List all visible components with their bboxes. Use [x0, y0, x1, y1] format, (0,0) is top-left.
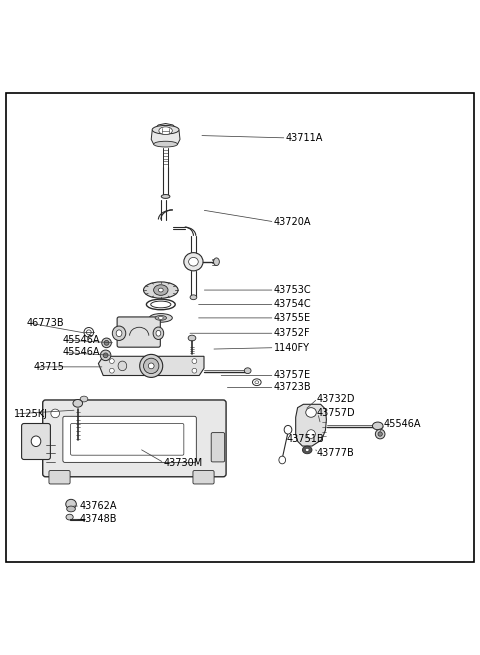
Ellipse shape — [184, 253, 203, 271]
Ellipse shape — [144, 358, 159, 373]
Ellipse shape — [155, 316, 167, 320]
Polygon shape — [98, 356, 204, 375]
Ellipse shape — [66, 499, 76, 509]
Ellipse shape — [151, 301, 171, 308]
Ellipse shape — [161, 195, 170, 198]
Ellipse shape — [192, 359, 197, 364]
Ellipse shape — [148, 363, 154, 369]
Ellipse shape — [375, 429, 385, 439]
Text: 1125KJ: 1125KJ — [14, 409, 48, 419]
Ellipse shape — [149, 314, 172, 322]
Text: 43777B: 43777B — [317, 448, 355, 458]
FancyBboxPatch shape — [211, 432, 225, 462]
Text: 1140FY: 1140FY — [274, 343, 310, 352]
Ellipse shape — [51, 409, 60, 418]
FancyBboxPatch shape — [22, 424, 50, 460]
Text: 43754C: 43754C — [274, 299, 311, 309]
FancyBboxPatch shape — [71, 424, 184, 455]
Text: 43762A: 43762A — [79, 501, 117, 511]
Ellipse shape — [189, 257, 198, 266]
Text: 45546A: 45546A — [384, 419, 421, 430]
Ellipse shape — [214, 258, 219, 265]
FancyBboxPatch shape — [43, 400, 226, 477]
Ellipse shape — [255, 381, 259, 384]
Text: 43723B: 43723B — [274, 383, 311, 392]
Ellipse shape — [378, 432, 383, 436]
Text: 43748B: 43748B — [79, 514, 117, 525]
Polygon shape — [296, 404, 326, 446]
Ellipse shape — [109, 368, 114, 373]
FancyBboxPatch shape — [63, 417, 196, 462]
Text: 46773B: 46773B — [26, 318, 64, 328]
Ellipse shape — [244, 368, 251, 373]
Text: 45546A: 45546A — [62, 335, 100, 345]
Ellipse shape — [66, 514, 73, 520]
Ellipse shape — [104, 341, 109, 345]
Ellipse shape — [86, 330, 91, 335]
Ellipse shape — [80, 396, 88, 402]
Text: 43711A: 43711A — [286, 133, 323, 143]
FancyBboxPatch shape — [193, 470, 214, 484]
Text: 43720A: 43720A — [274, 217, 311, 227]
Ellipse shape — [192, 368, 197, 373]
Ellipse shape — [279, 456, 286, 464]
Text: 43757D: 43757D — [317, 408, 355, 418]
Ellipse shape — [146, 299, 175, 310]
Text: 43751B: 43751B — [287, 434, 324, 444]
Ellipse shape — [152, 125, 179, 134]
Text: 43757E: 43757E — [274, 371, 311, 381]
Ellipse shape — [158, 316, 163, 320]
Ellipse shape — [140, 354, 163, 377]
Ellipse shape — [153, 327, 164, 339]
Text: 43730M: 43730M — [163, 458, 203, 468]
FancyBboxPatch shape — [49, 470, 70, 484]
Text: 45546A: 45546A — [62, 347, 100, 358]
Text: 43755E: 43755E — [274, 313, 311, 323]
FancyBboxPatch shape — [117, 317, 160, 347]
Ellipse shape — [144, 282, 178, 298]
Ellipse shape — [307, 430, 315, 438]
Ellipse shape — [156, 330, 161, 336]
Ellipse shape — [252, 379, 261, 386]
Ellipse shape — [31, 436, 41, 447]
Text: 43715: 43715 — [34, 362, 64, 372]
Ellipse shape — [159, 127, 172, 134]
Ellipse shape — [116, 330, 122, 337]
Ellipse shape — [112, 326, 126, 341]
Ellipse shape — [188, 335, 196, 341]
Ellipse shape — [73, 400, 83, 407]
Polygon shape — [151, 124, 180, 144]
Ellipse shape — [100, 350, 111, 361]
Ellipse shape — [284, 425, 292, 434]
Ellipse shape — [102, 338, 111, 348]
Ellipse shape — [103, 353, 108, 358]
Ellipse shape — [302, 446, 312, 454]
Ellipse shape — [154, 141, 178, 147]
Ellipse shape — [158, 288, 163, 292]
Ellipse shape — [118, 361, 127, 371]
Ellipse shape — [190, 295, 197, 299]
Ellipse shape — [305, 449, 309, 451]
Text: 43732D: 43732D — [317, 394, 355, 403]
Ellipse shape — [372, 422, 383, 430]
Ellipse shape — [306, 407, 316, 417]
Text: 43752F: 43752F — [274, 328, 310, 338]
Ellipse shape — [109, 359, 114, 364]
Ellipse shape — [67, 506, 75, 512]
Ellipse shape — [154, 285, 168, 295]
Ellipse shape — [84, 328, 94, 337]
Text: 43753C: 43753C — [274, 285, 311, 295]
